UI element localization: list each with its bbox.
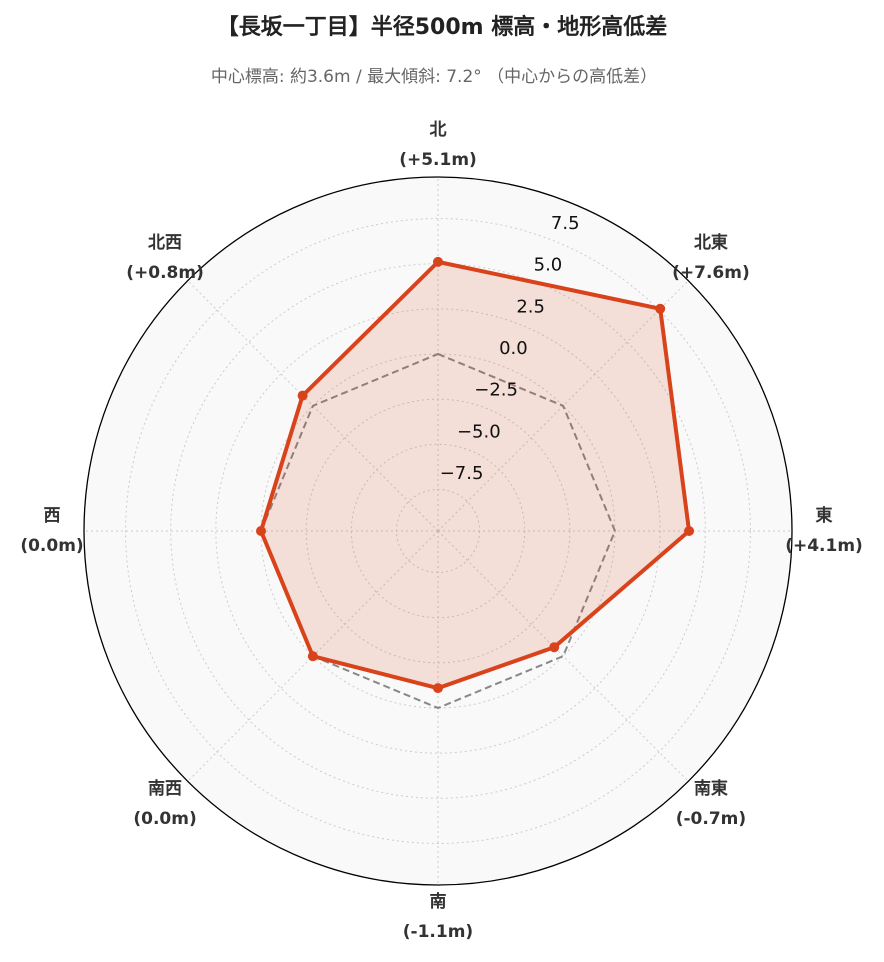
r-tick-label: −7.5 bbox=[440, 463, 484, 484]
plot-frame bbox=[83, 176, 793, 886]
value-label: (+5.1m) bbox=[399, 150, 477, 170]
category-label: 北西 bbox=[148, 233, 182, 253]
category-label: 南西 bbox=[148, 778, 182, 799]
r-tick-label: −2.5 bbox=[474, 380, 518, 401]
r-tick-label: −5.0 bbox=[457, 421, 501, 442]
category-label: 西 bbox=[44, 506, 61, 526]
category-label: 北東 bbox=[694, 232, 728, 253]
r-tick-label: 2.5 bbox=[516, 296, 545, 317]
chart-title: 【長坂一丁目】半径500m 標高・地形高低差 bbox=[217, 14, 668, 40]
data-point bbox=[433, 256, 443, 267]
grid-circle bbox=[170, 263, 706, 799]
data-point bbox=[684, 526, 695, 536]
grid-circle bbox=[215, 308, 661, 754]
category-label: 南 bbox=[430, 891, 447, 912]
data-point bbox=[433, 683, 443, 694]
r-tick-label: 7.5 bbox=[551, 213, 580, 234]
category-label: 南東 bbox=[694, 778, 728, 799]
value-label: (+7.6m) bbox=[672, 263, 750, 283]
grid-circle bbox=[125, 218, 751, 844]
data-point bbox=[307, 651, 318, 662]
value-label: (0.0m) bbox=[133, 809, 196, 829]
data-point bbox=[256, 526, 266, 536]
data-point bbox=[297, 390, 308, 401]
value-label: (-0.7m) bbox=[676, 809, 746, 829]
r-tick-label: 0.0 bbox=[499, 338, 528, 359]
value-label: (+0.8m) bbox=[126, 263, 204, 283]
r-tick-label: 5.0 bbox=[534, 255, 563, 276]
data-point bbox=[549, 642, 560, 653]
value-label: (0.0m) bbox=[20, 536, 83, 556]
chart-subtitle: 中心標高: 約3.6m / 最大傾斜: 7.2° （中心からの高低差） bbox=[211, 67, 657, 87]
data-point bbox=[655, 303, 666, 314]
category-label: 東 bbox=[816, 505, 833, 526]
value-label: (-1.1m) bbox=[403, 922, 473, 942]
category-label: 北 bbox=[430, 120, 447, 140]
value-label: (+4.1m) bbox=[785, 536, 863, 556]
spoke bbox=[437, 530, 689, 782]
reference-line bbox=[259, 352, 617, 710]
